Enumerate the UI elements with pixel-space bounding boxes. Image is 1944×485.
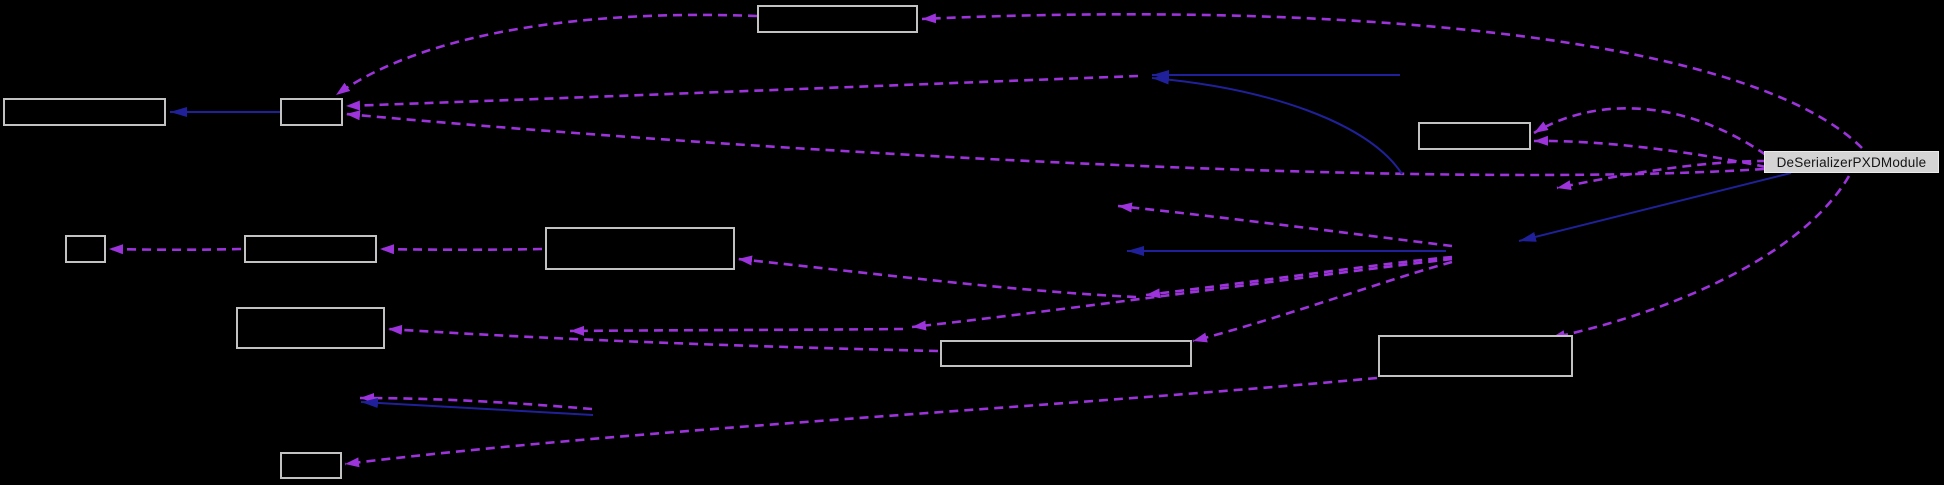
node-left-hub[interactable] — [280, 98, 343, 126]
node-lower-left[interactable] — [236, 307, 385, 349]
node-bottom-right[interactable] — [1378, 335, 1573, 377]
edge-label-to-upper-right-a — [1533, 107, 1767, 157]
edge-label-to-left-hub-low — [345, 110, 1765, 177]
node-bottom-small[interactable] — [280, 452, 342, 479]
edge-center-to-mid-left — [379, 244, 543, 255]
edge-label-to-bottom-right — [1550, 175, 1851, 340]
edge-hub-to-invis-mid-low — [911, 257, 1453, 331]
node-center[interactable] — [545, 227, 735, 270]
edge-curve-to-invis-top-blue — [1151, 74, 1403, 175]
current-node-deserializer-pxd-module: DeSerializerPXDModule — [1764, 151, 1939, 173]
node-upper-right[interactable] — [1418, 122, 1531, 150]
edge-bottomright-to-bottom-small — [344, 376, 1378, 468]
edge-invis-midlow-to-invis-left — [569, 325, 904, 336]
edge-hub-to-invis-lower — [1145, 255, 1453, 299]
node-mid-left[interactable] — [244, 235, 377, 263]
node-far-left[interactable] — [3, 98, 166, 126]
edge-label-to-invis-arrow — [1556, 159, 1767, 191]
node-bottom-wide[interactable] — [940, 340, 1192, 367]
edge-label-to-hub-blue — [1518, 172, 1792, 242]
node-small-left[interactable] — [65, 235, 106, 263]
edge-label-to-top-node — [921, 13, 1863, 149]
edge-wide-to-lower-left — [387, 324, 939, 353]
edge-invis-to-center-node — [737, 255, 1137, 299]
nodes-layer — [3, 5, 1573, 479]
edge-mid-left-to-small-left — [108, 244, 242, 255]
edge-top-node-to-left-hub — [335, 13, 758, 97]
edge-invis2-to-invis3-blue — [360, 397, 594, 416]
edges-layer — [108, 13, 1863, 468]
edge-invis-mid-to-left-hub — [345, 74, 1139, 111]
edge-invis2-to-invis3-dashed — [359, 393, 593, 411]
edge-hub-to-invis-upper — [1117, 202, 1453, 248]
edge-hub-to-wide-node — [1192, 260, 1453, 343]
node-top-center[interactable] — [757, 5, 918, 33]
